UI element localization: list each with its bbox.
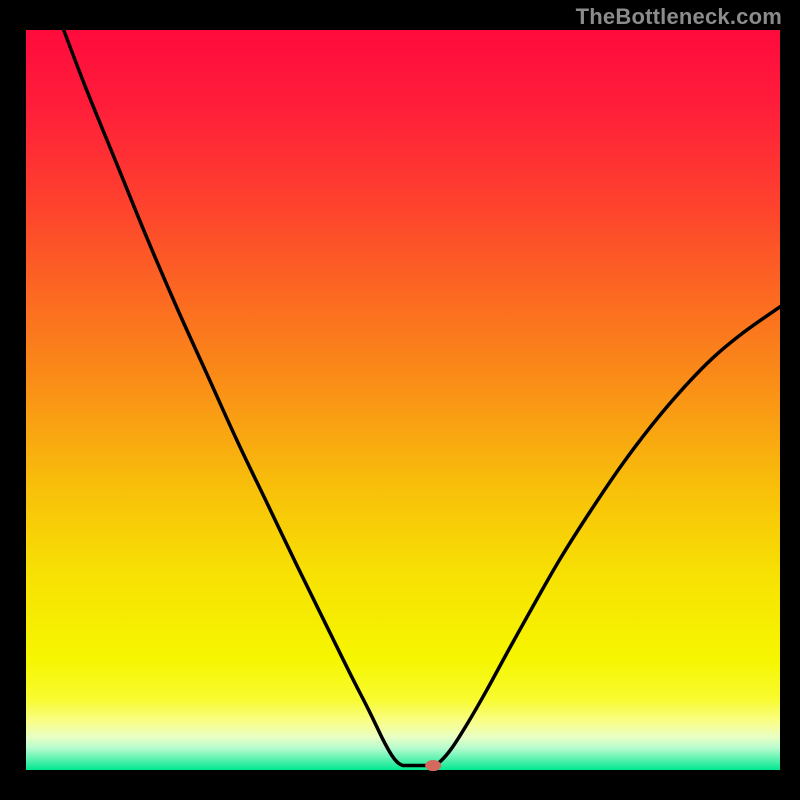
minimum-marker: [425, 760, 441, 771]
plot-background: [26, 30, 780, 770]
watermark-text: TheBottleneck.com: [576, 4, 782, 30]
chart-frame: TheBottleneck.com: [0, 0, 800, 800]
bottleneck-plot: [26, 30, 780, 770]
